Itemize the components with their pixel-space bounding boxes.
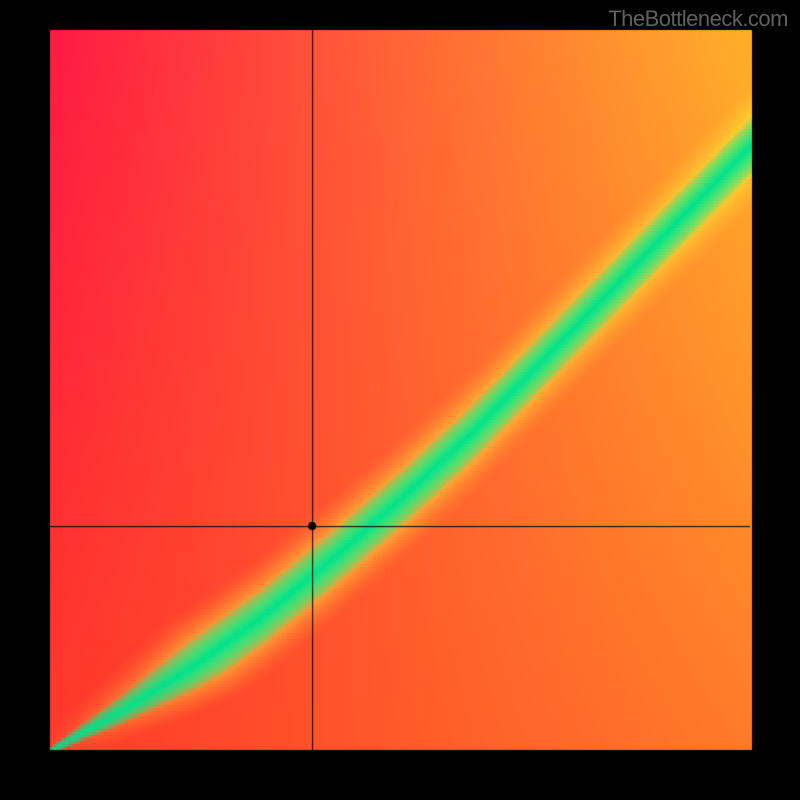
watermark-text: TheBottleneck.com bbox=[608, 6, 788, 32]
bottleneck-heatmap bbox=[0, 0, 800, 800]
